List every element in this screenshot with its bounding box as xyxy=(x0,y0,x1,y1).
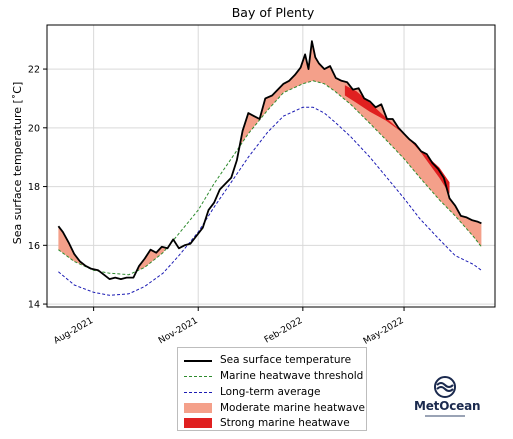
y-tick-label: 16 xyxy=(28,241,40,252)
legend-swatch-moderate xyxy=(184,402,212,414)
logo-tagline-mark xyxy=(425,415,465,417)
legend-item-strong: Strong marine heatwave xyxy=(184,415,350,430)
y-axis-label: Sea surface temperature [˚C] xyxy=(11,82,24,245)
metocean-wave-logo-icon xyxy=(434,376,456,398)
plot-frame xyxy=(46,24,496,308)
legend-label-moderate: Moderate marine heatwave xyxy=(220,401,365,414)
moderate-heatwave-area xyxy=(240,42,482,247)
legend-swatch-sst xyxy=(184,354,212,366)
legend-swatch-strong xyxy=(184,417,212,429)
legend-item-sst: Sea surface temperature xyxy=(184,352,351,367)
logo-text: MetOcean xyxy=(414,399,481,413)
heatwave-fills xyxy=(58,42,482,272)
legend-swatch-threshold xyxy=(184,370,212,382)
y-tick-label: 22 xyxy=(28,65,40,76)
y-tick-label: 14 xyxy=(28,300,40,311)
legend-swatch-average xyxy=(184,386,212,398)
y-tick-label: 18 xyxy=(28,182,40,193)
legend-label-sst: Sea surface temperature xyxy=(220,353,352,366)
x-tick-label: Nov-2021 xyxy=(157,316,200,346)
legend-item-moderate: Moderate marine heatwave xyxy=(184,400,365,415)
x-tick-label: May-2022 xyxy=(362,316,406,347)
strong-heatwave-area xyxy=(344,85,450,194)
metocean-logo: MetOcean xyxy=(414,376,481,426)
grid xyxy=(47,25,495,307)
legend-item-average: Long-term average xyxy=(184,384,320,399)
series-lines xyxy=(57,40,482,296)
legend: Sea surface temperature Marine heatwave … xyxy=(177,347,367,431)
y-tick-label: 20 xyxy=(28,123,40,134)
moderate-heatwave-area xyxy=(136,246,167,272)
chart-title: Bay of Plenty xyxy=(232,5,315,20)
long-term-average-line xyxy=(58,106,482,296)
moderate-heatwave-area xyxy=(58,226,99,272)
heatwave-threshold-line xyxy=(58,80,482,276)
legend-item-threshold: Marine heatwave threshold xyxy=(184,368,363,383)
sea-surface-temperature-line xyxy=(57,40,482,280)
legend-label-average: Long-term average xyxy=(220,385,321,398)
legend-label-threshold: Marine heatwave threshold xyxy=(220,369,364,382)
x-tick-label: Aug-2021 xyxy=(52,316,95,347)
legend-label-strong: Strong marine heatwave xyxy=(220,416,350,429)
x-tick-label: Feb-2022 xyxy=(263,316,304,346)
